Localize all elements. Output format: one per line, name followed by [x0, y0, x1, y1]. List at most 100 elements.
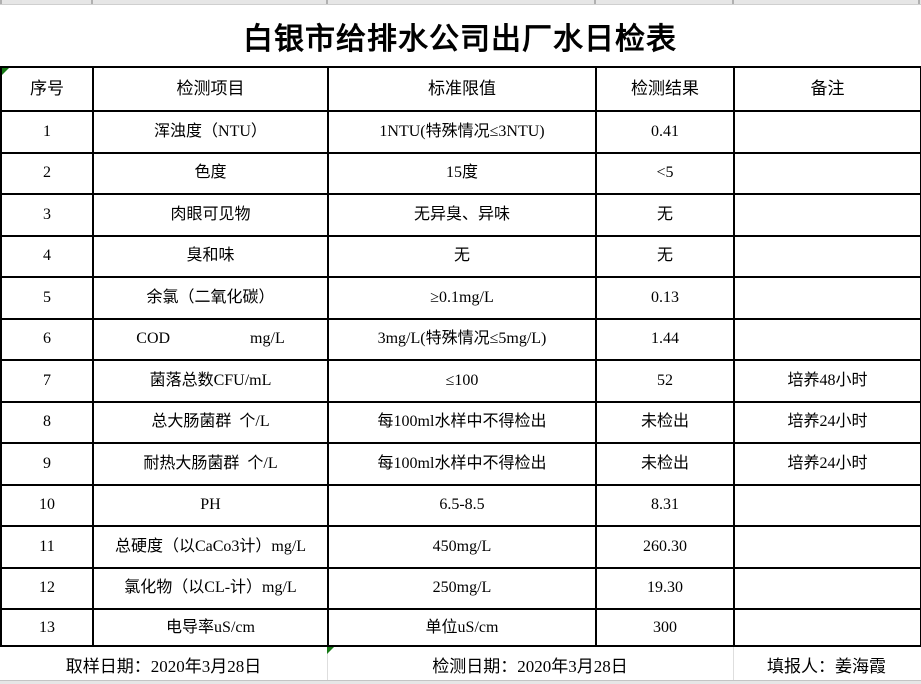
- cell-note[interactable]: 培养24小时: [733, 400, 921, 444]
- cell-result[interactable]: 300: [595, 608, 735, 647]
- cell-limit[interactable]: 3mg/L(特殊情况≤5mg/L): [327, 317, 597, 361]
- cell-item[interactable]: 色度: [92, 151, 329, 195]
- table-row: 2 色度 15度 <5: [0, 151, 921, 195]
- grid-tick: [0, 0, 2, 4]
- cell-result[interactable]: 1.44: [595, 317, 735, 361]
- cell-note[interactable]: [733, 317, 921, 361]
- cell-limit[interactable]: ≤100: [327, 359, 597, 403]
- cell-limit[interactable]: 250mg/L: [327, 566, 597, 610]
- table-row: 11 总硬度（以CaCo3计）mg/L 450mg/L 260.30: [0, 525, 921, 569]
- cell-result[interactable]: 未检出: [595, 442, 735, 486]
- cell-item[interactable]: 总大肠菌群 个/L: [92, 400, 329, 444]
- cell-result[interactable]: 0.13: [595, 276, 735, 320]
- cell-limit[interactable]: 450mg/L: [327, 525, 597, 569]
- cell-limit[interactable]: 15度: [327, 151, 597, 195]
- table-row: 12 氯化物（以CL-计）mg/L 250mg/L 19.30: [0, 566, 921, 610]
- header-cell-result[interactable]: 检测结果: [595, 66, 735, 112]
- sampling-date-cell[interactable]: 取样日期：2020年3月28日: [65, 657, 262, 676]
- cell-no[interactable]: 8: [0, 400, 94, 444]
- cell-item[interactable]: 肉眼可见物: [92, 193, 329, 237]
- page-title: 白银市给排水公司出厂水日检表: [243, 22, 677, 56]
- grid-edge-bottom: [0, 680, 921, 684]
- grid-line: [327, 647, 328, 682]
- cell-item[interactable]: 耐热大肠菌群 个/L: [92, 442, 329, 486]
- cell-limit[interactable]: ≥0.1mg/L: [327, 276, 597, 320]
- table-row: 7 菌落总数CFU/mL ≤100 52 培养48小时: [0, 359, 921, 403]
- cell-item[interactable]: 余氯（二氧化碳）: [92, 276, 329, 320]
- table-header-row: 序号 检测项目 标准限值 检测结果 备注: [0, 66, 921, 112]
- cell-result[interactable]: 无: [595, 234, 735, 278]
- cell-note[interactable]: 培养24小时: [733, 442, 921, 486]
- cell-no[interactable]: 10: [0, 483, 94, 527]
- cell-no[interactable]: 13: [0, 608, 94, 647]
- grid-tick: [91, 0, 93, 4]
- cell-no[interactable]: 5: [0, 276, 94, 320]
- cell-note[interactable]: [733, 483, 921, 527]
- cell-item[interactable]: 总硬度（以CaCo3计）mg/L: [92, 525, 329, 569]
- cell-limit[interactable]: 每100ml水样中不得检出: [327, 400, 597, 444]
- table-row: 6 COD mg/L 3mg/L(特殊情况≤5mg/L) 1.44: [0, 317, 921, 361]
- header-cell-no[interactable]: 序号: [0, 66, 94, 112]
- cell-limit[interactable]: 单位uS/cm: [327, 608, 597, 647]
- footer-row: 取样日期：2020年3月28日 检测日期：2020年3月28日 填报人：姜海霞: [0, 647, 920, 682]
- cell-no[interactable]: 12: [0, 566, 94, 610]
- cell-limit[interactable]: 无异臭、异味: [327, 193, 597, 237]
- cell-result[interactable]: 52: [595, 359, 735, 403]
- cell-result[interactable]: 19.30: [595, 566, 735, 610]
- cell-result[interactable]: 无: [595, 193, 735, 237]
- cell-item[interactable]: 菌落总数CFU/mL: [92, 359, 329, 403]
- cell-no[interactable]: 9: [0, 442, 94, 486]
- cell-note[interactable]: [733, 608, 921, 647]
- header-label-no: 序号: [30, 78, 64, 98]
- cell-result[interactable]: 未检出: [595, 400, 735, 444]
- cell-no[interactable]: 6: [0, 317, 94, 361]
- cell-limit[interactable]: 无: [327, 234, 597, 278]
- cell-item[interactable]: 浑浊度（NTU）: [92, 110, 329, 154]
- comment-marker-icon: [3, 69, 9, 75]
- cell-no[interactable]: 1: [0, 110, 94, 154]
- cell-result[interactable]: <5: [595, 151, 735, 195]
- cell-result[interactable]: 0.41: [595, 110, 735, 154]
- cell-no[interactable]: 2: [0, 151, 94, 195]
- header-cell-item[interactable]: 检测项目: [92, 66, 329, 112]
- cell-no[interactable]: 4: [0, 234, 94, 278]
- grid-tick: [594, 0, 596, 4]
- table-row: 10 PH 6.5-8.5 8.31: [0, 483, 921, 527]
- table-row: 4 臭和味 无 无: [0, 234, 921, 278]
- cell-limit[interactable]: 6.5-8.5: [327, 483, 597, 527]
- cell-note[interactable]: [733, 276, 921, 320]
- table-row: 9 耐热大肠菌群 个/L 每100ml水样中不得检出 未检出 培养24小时: [0, 442, 921, 486]
- grid-tick: [732, 0, 734, 4]
- cell-note[interactable]: [733, 110, 921, 154]
- test-date-cell[interactable]: 检测日期：2020年3月28日: [327, 647, 733, 682]
- grid-edge-top: [0, 0, 921, 5]
- table-row: 13 电导率uS/cm 单位uS/cm 300: [0, 608, 921, 647]
- cell-result[interactable]: 8.31: [595, 483, 735, 527]
- cell-item[interactable]: PH: [92, 483, 329, 527]
- cell-note[interactable]: [733, 193, 921, 237]
- cell-item[interactable]: COD mg/L: [92, 317, 329, 361]
- cell-limit[interactable]: 1NTU(特殊情况≤3NTU): [327, 110, 597, 154]
- cell-no[interactable]: 3: [0, 193, 94, 237]
- cell-note[interactable]: [733, 234, 921, 278]
- cell-result[interactable]: 260.30: [595, 525, 735, 569]
- cell-no[interactable]: 11: [0, 525, 94, 569]
- cell-note[interactable]: 培养48小时: [733, 359, 921, 403]
- cell-limit[interactable]: 每100ml水样中不得检出: [327, 442, 597, 486]
- header-cell-note[interactable]: 备注: [733, 66, 921, 112]
- reporter-cell[interactable]: 填报人：姜海霞: [767, 657, 886, 676]
- title-cell[interactable]: 白银市给排水公司出厂水日检表: [0, 5, 920, 66]
- cell-item[interactable]: 臭和味: [92, 234, 329, 278]
- cell-no[interactable]: 7: [0, 359, 94, 403]
- comment-marker-icon: [327, 647, 334, 654]
- cell-item[interactable]: 氯化物（以CL-计）mg/L: [92, 566, 329, 610]
- cell-note[interactable]: [733, 566, 921, 610]
- water-quality-table: 序号 检测项目 标准限值 检测结果 备注 1 浑浊度（NTU） 1NTU(特殊情…: [0, 66, 921, 647]
- cell-note[interactable]: [733, 525, 921, 569]
- header-cell-limit[interactable]: 标准限值: [327, 66, 597, 112]
- table-row: 8 总大肠菌群 个/L 每100ml水样中不得检出 未检出 培养24小时: [0, 400, 921, 444]
- table-row: 3 肉眼可见物 无异臭、异味 无: [0, 193, 921, 237]
- cell-note[interactable]: [733, 151, 921, 195]
- cell-item[interactable]: 电导率uS/cm: [92, 608, 329, 647]
